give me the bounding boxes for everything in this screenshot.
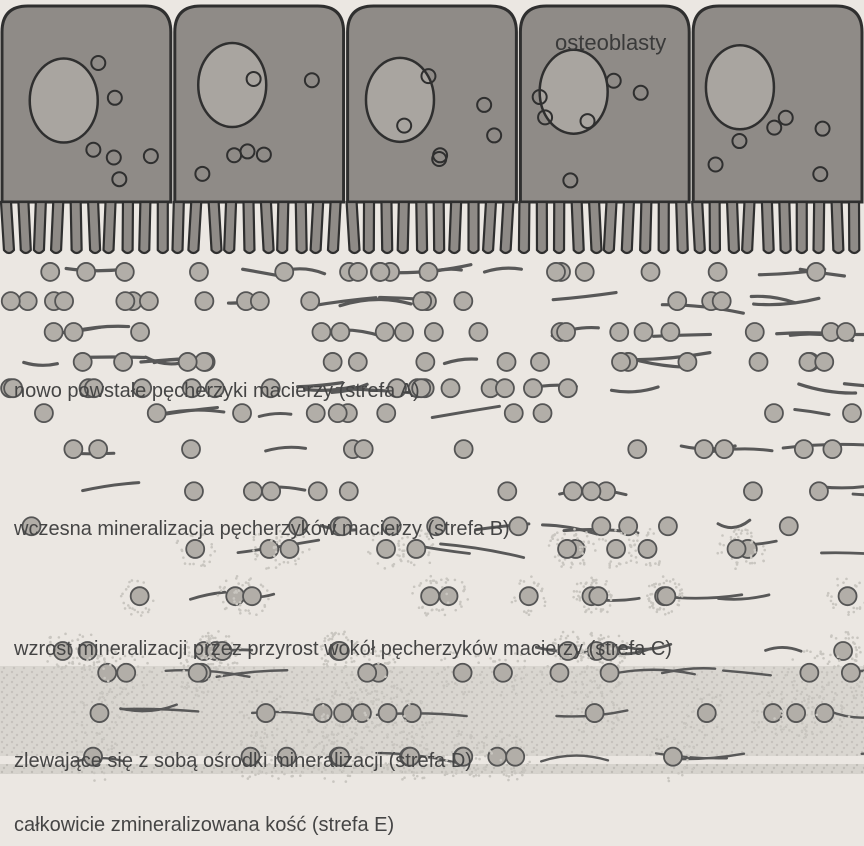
diagram-root: osteoblasty nowo powstałe pęcherzyki mac… [0, 0, 864, 846]
zone-a-label: nowo powstałe pęcherzyki macierzy (stref… [10, 378, 424, 405]
diagram-svg: osteoblasty [0, 0, 864, 846]
zone-c-label: wzrost mineralizacji przez przyrost wokó… [10, 636, 676, 663]
zone-d-label: zlewające się z sobą ośrodki mineralizac… [10, 748, 476, 775]
svg-text:osteoblasty: osteoblasty [555, 30, 666, 55]
zone-e-label: całkowicie zmineralizowana kość (strefa … [10, 812, 398, 839]
zone-b-label: wczesna mineralizacja pęcherzyków macier… [10, 516, 514, 543]
